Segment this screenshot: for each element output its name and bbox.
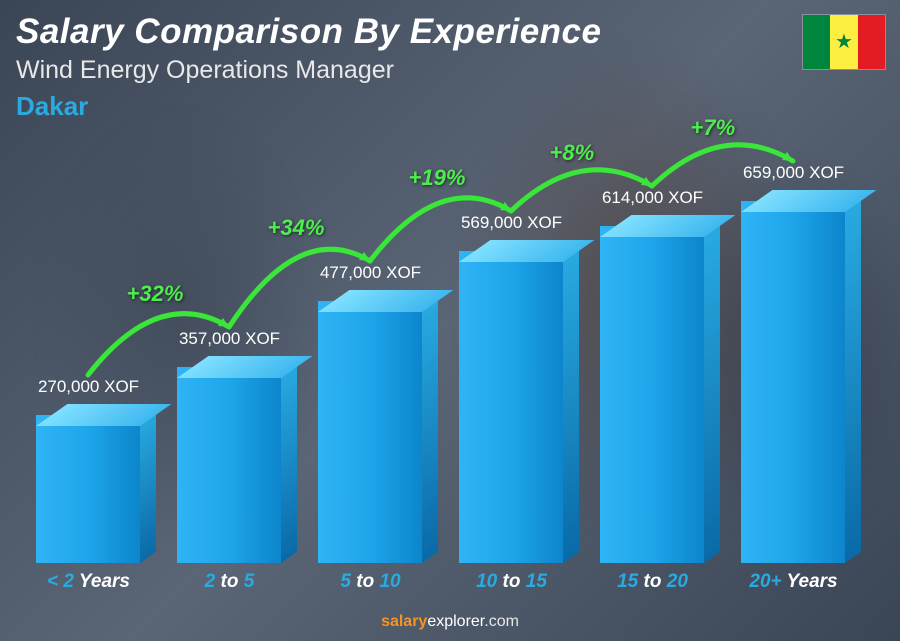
header: Salary Comparison By Experience Wind Ene…	[16, 12, 601, 122]
flag-stripe-yellow: ★	[830, 15, 857, 69]
page-subtitle: Wind Energy Operations Manager	[16, 56, 601, 85]
brand-rest: explorer	[427, 613, 484, 630]
bar-chart: < 2 Years270,000 XOF2 to 5357,000 XOF5 t…	[18, 143, 864, 593]
page-location: Dakar	[16, 91, 601, 122]
pct-increase-badge: +7%	[691, 115, 736, 141]
brand-tld: .com	[484, 613, 519, 630]
flag-star-icon: ★	[835, 32, 853, 52]
increase-arrow-icon	[18, 143, 864, 593]
footer-brand: salaryexplorer.com	[0, 613, 900, 631]
flag-stripe-green	[803, 15, 830, 69]
page-title: Salary Comparison By Experience	[16, 12, 601, 52]
brand-accent: salary	[381, 613, 427, 630]
country-flag-senegal: ★	[802, 14, 886, 70]
flag-stripe-red	[858, 15, 885, 69]
